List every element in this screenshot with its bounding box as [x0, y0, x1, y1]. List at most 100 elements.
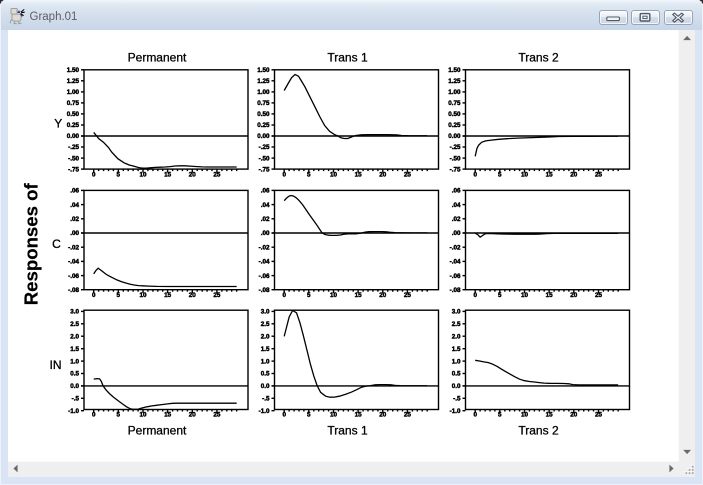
svg-text:Trans 1: Trans 1	[327, 424, 368, 438]
svg-text:0: 0	[282, 171, 286, 178]
svg-text:-.5: -.5	[453, 396, 461, 403]
svg-text:1.0: 1.0	[452, 358, 461, 365]
svg-text:3.0: 3.0	[70, 309, 79, 316]
svg-text:10: 10	[139, 412, 147, 419]
svg-text:-.50: -.50	[68, 155, 79, 162]
svg-text:.04: .04	[261, 202, 270, 209]
svg-text:Permanent: Permanent	[128, 424, 187, 438]
svg-text:0: 0	[92, 171, 96, 178]
svg-text:10: 10	[139, 171, 147, 178]
svg-text:0.50: 0.50	[67, 111, 80, 118]
svg-text:C: C	[52, 237, 61, 251]
svg-text:0.00: 0.00	[448, 133, 461, 140]
svg-text:20: 20	[189, 412, 197, 419]
svg-text:2.0: 2.0	[452, 333, 461, 340]
svg-text:-.08: -.08	[450, 287, 461, 294]
svg-text:20: 20	[379, 171, 387, 178]
svg-text:0.75: 0.75	[257, 100, 270, 107]
svg-text:1.50: 1.50	[257, 67, 270, 74]
svg-text:Y: Y	[54, 117, 62, 131]
svg-text:.00: .00	[452, 230, 461, 237]
svg-text:-.04: -.04	[259, 259, 270, 266]
svg-text:-.02: -.02	[450, 244, 461, 251]
svg-text:5: 5	[498, 412, 502, 419]
svg-text:0: 0	[473, 171, 477, 178]
svg-text:0.50: 0.50	[448, 111, 461, 118]
svg-text:20: 20	[379, 412, 387, 419]
svg-text:10: 10	[330, 171, 338, 178]
svg-text:20: 20	[379, 292, 387, 299]
svg-text:3.0: 3.0	[452, 309, 461, 316]
svg-text:-.08: -.08	[68, 287, 79, 294]
svg-text:10: 10	[521, 171, 529, 178]
svg-text:0.25: 0.25	[448, 122, 461, 129]
svg-text:.06: .06	[261, 188, 270, 195]
svg-text:25: 25	[213, 292, 221, 299]
svg-text:20: 20	[570, 412, 578, 419]
svg-text:-.04: -.04	[450, 259, 461, 266]
svg-text:15: 15	[355, 171, 363, 178]
svg-text:1.0: 1.0	[70, 358, 79, 365]
svg-text:0.0: 0.0	[452, 383, 461, 390]
svg-text:-.5: -.5	[72, 396, 80, 403]
svg-text:5: 5	[117, 171, 121, 178]
svg-text:-.02: -.02	[259, 244, 270, 251]
svg-text:2.5: 2.5	[452, 321, 461, 328]
svg-text:0.25: 0.25	[257, 122, 270, 129]
svg-text:IN: IN	[50, 358, 62, 372]
svg-text:0.5: 0.5	[70, 371, 79, 378]
svg-text:15: 15	[164, 292, 172, 299]
svg-text:10: 10	[139, 292, 147, 299]
svg-text:25: 25	[595, 171, 603, 178]
svg-text:Trans 2: Trans 2	[518, 50, 559, 64]
svg-text:25: 25	[404, 292, 412, 299]
svg-text:Responses of: Responses of	[21, 183, 42, 306]
svg-text:-.06: -.06	[259, 273, 270, 280]
svg-text:0.0: 0.0	[70, 383, 79, 390]
svg-text:10: 10	[521, 292, 529, 299]
svg-text:0.0: 0.0	[261, 383, 270, 390]
svg-text:1.5: 1.5	[70, 346, 79, 353]
svg-text:5: 5	[307, 412, 311, 419]
svg-text:.04: .04	[452, 202, 461, 209]
svg-text:25: 25	[404, 412, 412, 419]
svg-text:10: 10	[330, 292, 338, 299]
svg-text:0.75: 0.75	[448, 100, 461, 107]
svg-text:0.00: 0.00	[257, 133, 270, 140]
svg-text:15: 15	[355, 412, 363, 419]
svg-text:1.5: 1.5	[452, 346, 461, 353]
svg-text:5: 5	[117, 292, 121, 299]
svg-text:25: 25	[213, 171, 221, 178]
svg-text:10: 10	[521, 412, 529, 419]
svg-text:15: 15	[164, 171, 172, 178]
svg-text:5: 5	[498, 292, 502, 299]
svg-text:0: 0	[282, 412, 286, 419]
svg-text:15: 15	[546, 412, 554, 419]
svg-text:1.25: 1.25	[257, 78, 270, 85]
svg-text:-.5: -.5	[262, 396, 270, 403]
svg-text:15: 15	[164, 412, 172, 419]
svg-text:5: 5	[307, 292, 311, 299]
svg-text:-.06: -.06	[450, 273, 461, 280]
svg-text:0.5: 0.5	[261, 371, 270, 378]
svg-text:2.0: 2.0	[70, 333, 79, 340]
svg-text:0: 0	[473, 412, 477, 419]
svg-text:1.25: 1.25	[67, 78, 80, 85]
svg-text:1.50: 1.50	[67, 67, 80, 74]
svg-text:0: 0	[473, 292, 477, 299]
svg-text:Permanent: Permanent	[128, 50, 187, 64]
svg-text:25: 25	[595, 292, 603, 299]
svg-text:15: 15	[546, 292, 554, 299]
svg-text:.06: .06	[452, 188, 461, 195]
svg-text:0.5: 0.5	[452, 371, 461, 378]
svg-text:.00: .00	[70, 230, 79, 237]
svg-text:-.50: -.50	[259, 155, 270, 162]
svg-text:20: 20	[570, 292, 578, 299]
svg-text:-.25: -.25	[450, 144, 461, 151]
svg-text:5: 5	[498, 171, 502, 178]
svg-text:-.08: -.08	[259, 287, 270, 294]
svg-text:1.0: 1.0	[261, 358, 270, 365]
svg-text:-.04: -.04	[68, 259, 79, 266]
svg-text:0: 0	[282, 292, 286, 299]
svg-text:2.5: 2.5	[261, 321, 270, 328]
